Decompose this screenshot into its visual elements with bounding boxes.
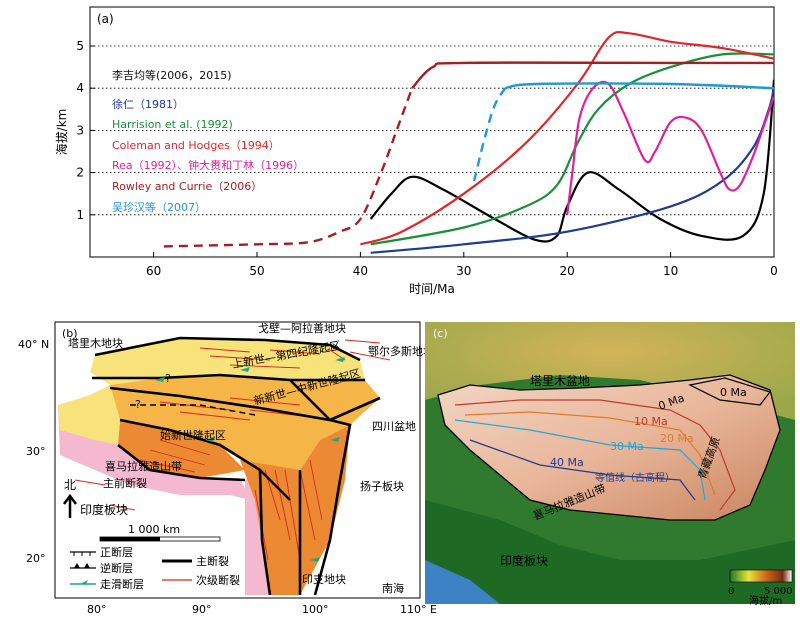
lat-40: 40° N xyxy=(18,338,49,351)
y-tick-label: 4 xyxy=(76,81,84,95)
map-legend: 正断层 逆断层 走滑断层 主断裂 次级断裂 xyxy=(70,545,240,591)
colorbar-unit: 海拔/m xyxy=(749,594,782,607)
plateau-area xyxy=(437,374,781,521)
southern-lowland xyxy=(425,500,795,604)
place-sichuan: 四川盆地 xyxy=(372,419,416,433)
y-tick-label: 1 xyxy=(76,208,84,222)
line-wu-zhenhan-dashed xyxy=(472,87,507,182)
x-tick-label: 30 xyxy=(456,264,471,278)
southern-uplift-area xyxy=(240,425,350,595)
lat-30: 30° xyxy=(26,445,46,458)
legend-secondary-fault: 次级断裂 xyxy=(196,573,240,587)
lon-110: 110° E xyxy=(400,603,437,616)
question-mark-1: ? xyxy=(165,372,171,385)
place-yangtze: 扬子板块 xyxy=(360,479,404,493)
contour-label-30ma: 30 Ma xyxy=(610,440,644,453)
line-rea-zhong xyxy=(566,80,774,215)
axis-ticks: 1 2 3 4 5 60 50 40 30 20 10 0 xyxy=(76,39,777,278)
legend-item-rowley: Rowley and Currie（2006） xyxy=(112,180,262,193)
legend-item-harrison: Harrision et al. (1992) xyxy=(112,118,233,131)
north-label: 北 xyxy=(64,478,76,492)
line-wu-zhenhan-solid xyxy=(504,82,774,90)
x-tick-label: 0 xyxy=(770,264,778,278)
main-faults xyxy=(92,336,381,596)
colorbar-min: 0 xyxy=(728,586,734,597)
y-tick-label: 3 xyxy=(76,123,84,137)
legend-header: 李吉均等(2006，2015) xyxy=(112,68,232,82)
panel-a-label: (a) xyxy=(97,12,114,26)
contour-legend-label: 等值线（古高程） xyxy=(595,471,675,484)
x-tick-label: 50 xyxy=(249,264,264,278)
place-mft: 主前断裂 xyxy=(103,476,147,490)
contour-10ma xyxy=(454,399,736,511)
lat-20: 20° xyxy=(26,552,46,565)
panel-b-label: (b) xyxy=(62,327,78,340)
north-arrow-icon xyxy=(63,493,77,518)
place-ordos: 鄂尔多斯地块 xyxy=(368,344,434,358)
ocean-area xyxy=(425,560,500,604)
y-tick-label: 5 xyxy=(76,39,84,53)
dashed-fault xyxy=(130,404,256,416)
line-rowley-currie-dashed xyxy=(163,87,414,248)
place-south-sea: 南海 xyxy=(382,581,404,595)
legend-item-rea: Rea（1992）、钟大赉和丁林（1996） xyxy=(112,158,304,172)
panel-a-frame xyxy=(89,6,775,258)
contour-40ma xyxy=(469,439,696,501)
question-mark-2: ? xyxy=(135,398,141,411)
place-india-plate: 印度板块 xyxy=(500,553,548,568)
x-tick-label: 20 xyxy=(560,264,575,278)
line-coleman-hodges xyxy=(360,30,774,246)
series-lines xyxy=(163,30,774,254)
place-india: 印度板块 xyxy=(80,502,128,517)
line-harrison xyxy=(370,52,774,246)
colorbar-max: 5 000 xyxy=(764,586,793,597)
legend-strike-slip: 走滑断层 xyxy=(100,577,144,591)
legend-item-coleman: Coleman and Hodges（1994） xyxy=(112,139,280,152)
panel-c: (c) 塔里木盆地 0 Ma 0 Ma 10 Ma 20 Ma 30 Ma 40… xyxy=(425,322,795,607)
lon-100: 100° xyxy=(302,603,329,616)
contour-label-40ma: 40 Ma xyxy=(550,456,584,469)
contour-label-10ma: 10 Ma xyxy=(634,415,668,428)
x-tick-label: 60 xyxy=(146,264,161,278)
strike-slip-markers xyxy=(155,357,345,562)
colorbar: 0 5 000 海拔/m xyxy=(728,569,793,607)
lon-80: 80° xyxy=(87,603,107,616)
pliocene-uplift-area xyxy=(90,338,365,385)
place-himalaya: 喜马拉雅造山带 xyxy=(105,459,182,473)
y-tick-label: 2 xyxy=(76,166,84,180)
place-gobi: 戈壁—阿拉善地块 xyxy=(258,321,346,335)
contour-label-20ma: 20 Ma xyxy=(660,432,694,445)
contour-30ma xyxy=(454,419,706,501)
panel-c-label: (c) xyxy=(433,327,448,340)
contour-20ma xyxy=(464,411,716,496)
place-indochina: 印支地块 xyxy=(302,573,346,586)
lon-90: 90° xyxy=(192,603,212,616)
y-axis-label: 海拔/km xyxy=(54,109,69,156)
legend: 李吉均等(2006，2015) 徐仁（1981） Harrision et al… xyxy=(112,68,304,214)
panel-a: (a) 海拔/km 时间/Ma 1 2 3 4 5 60 50 40 30 20 10 0 李吉均等(… xyxy=(54,6,778,296)
x-axis-label: 时间/Ma xyxy=(409,282,455,296)
legend-item-wu: 吴珍汉等（2007） xyxy=(112,200,206,214)
legend-main-fault: 主断裂 xyxy=(196,554,229,568)
scale-bar-label: 1 000 km xyxy=(128,523,180,536)
panel-b: 塔里木地块 戈壁—阿拉善地块 鄂尔多斯地块 上新世—第四纪隆起区 新新世—中新世… xyxy=(18,321,437,616)
legend-thrust-fault: 逆断层 xyxy=(100,561,133,575)
x-tick-label: 10 xyxy=(663,264,678,278)
legend-normal-fault: 正断层 xyxy=(100,545,133,559)
oligocene-miocene-uplift-area xyxy=(110,375,380,500)
place-uplift-c: 始新世隆起区 xyxy=(160,428,226,442)
x-tick-label: 40 xyxy=(353,264,368,278)
line-rowley-currie-solid xyxy=(411,61,774,90)
west-yellow-area xyxy=(58,385,120,445)
scale-bar: 1 000 km xyxy=(99,523,221,542)
contour-0ma-north xyxy=(688,377,772,406)
contour-label-0ma-a: 0 Ma xyxy=(720,386,747,399)
legend-item-xu: 徐仁（1981） xyxy=(112,97,184,111)
place-tarim: 塔里木地块 xyxy=(68,337,123,350)
eocene-uplift-area xyxy=(118,420,245,478)
place-tarim-basin: 塔里木盆地 xyxy=(530,374,590,388)
